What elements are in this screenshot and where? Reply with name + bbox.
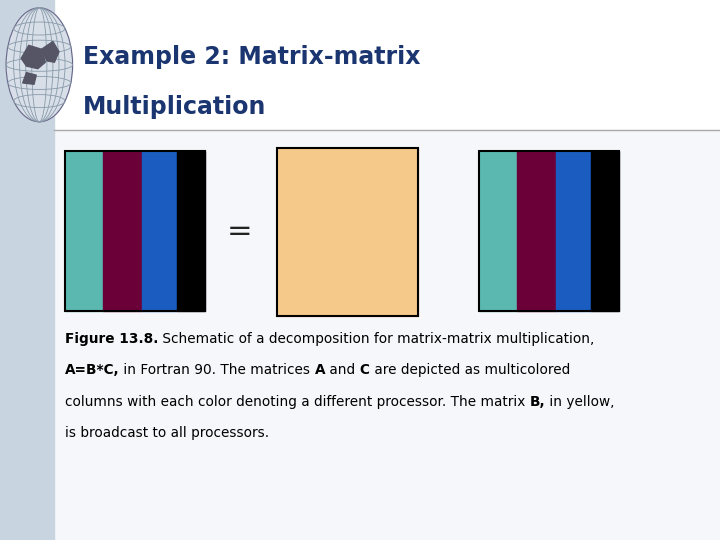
Text: in yellow,: in yellow, bbox=[545, 395, 615, 409]
Bar bbox=[277, 148, 418, 316]
Text: =: = bbox=[227, 217, 253, 246]
Text: are depicted as multicolored: are depicted as multicolored bbox=[369, 363, 570, 377]
Bar bbox=[65, 151, 103, 310]
Text: Example 2: Matrix-matrix: Example 2: Matrix-matrix bbox=[83, 45, 420, 69]
Bar bbox=[479, 151, 619, 310]
Bar bbox=[0, 130, 720, 540]
Text: Schematic of a decomposition for matrix-matrix multiplication,: Schematic of a decomposition for matrix-… bbox=[158, 332, 595, 346]
Bar bbox=[177, 151, 205, 310]
Text: is broadcast to all processors.: is broadcast to all processors. bbox=[65, 426, 269, 440]
Text: Multiplication: Multiplication bbox=[83, 95, 266, 119]
Bar bbox=[0, 0, 720, 130]
Polygon shape bbox=[22, 72, 36, 84]
Bar bbox=[0, 0, 54, 540]
Bar bbox=[517, 151, 556, 310]
Text: columns with each color denoting a different processor. The matrix: columns with each color denoting a diffe… bbox=[65, 395, 529, 409]
Bar bbox=[591, 151, 619, 310]
Text: A: A bbox=[315, 363, 325, 377]
Bar bbox=[65, 151, 205, 310]
Text: in Fortran 90. The matrices: in Fortran 90. The matrices bbox=[120, 363, 315, 377]
Bar bbox=[556, 151, 591, 310]
Polygon shape bbox=[21, 45, 45, 69]
Text: B,: B, bbox=[529, 395, 545, 409]
Text: Figure 13.8.: Figure 13.8. bbox=[65, 332, 158, 346]
Text: C: C bbox=[360, 363, 369, 377]
Bar bbox=[142, 151, 177, 310]
Bar bbox=[277, 148, 418, 316]
Bar bbox=[479, 151, 517, 310]
Text: A=B*C,: A=B*C, bbox=[65, 363, 120, 377]
Text: and: and bbox=[325, 363, 360, 377]
Polygon shape bbox=[42, 42, 59, 62]
Circle shape bbox=[6, 8, 73, 122]
Bar bbox=[103, 151, 142, 310]
